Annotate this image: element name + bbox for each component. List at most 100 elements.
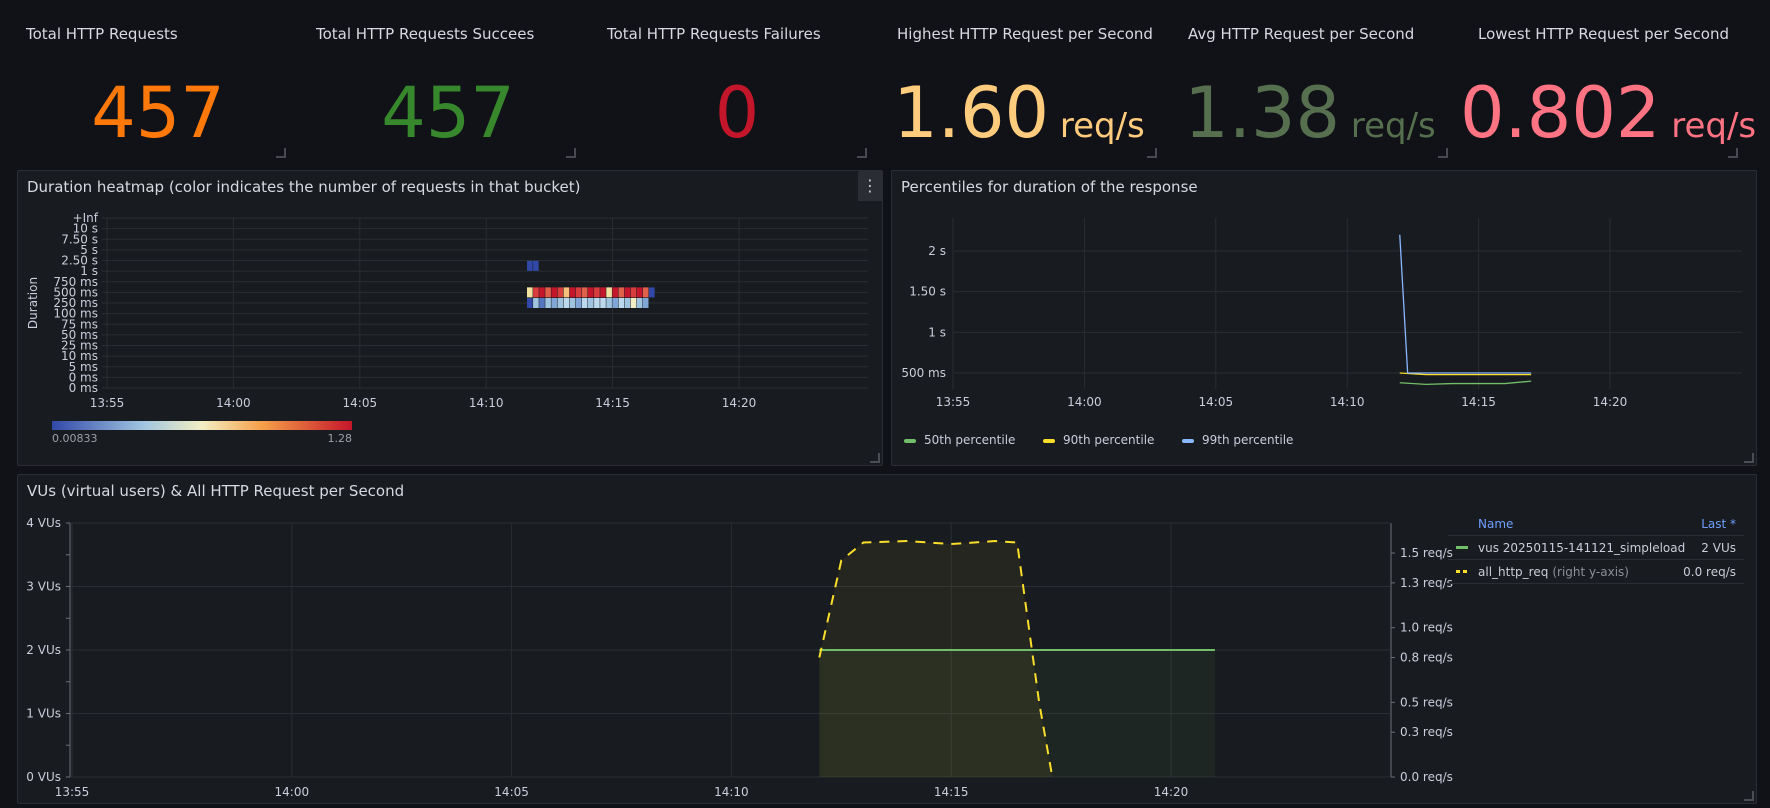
y-tick-label: 50 ms: [61, 328, 98, 342]
y-tick-label: 5 s: [80, 243, 98, 257]
x-tick-label: 14:10: [1330, 395, 1365, 409]
x-tick-label: 14:20: [1593, 395, 1628, 409]
y-tick-label: 10 ms: [61, 349, 98, 363]
resize-handle-icon[interactable]: [870, 453, 880, 463]
heatmap-cell: [606, 298, 612, 308]
heatmap-cell: [630, 287, 637, 298]
resize-handle-icon[interactable]: [1438, 148, 1448, 158]
stat-number: 0.802: [1460, 72, 1661, 154]
heatmap-cell: [557, 298, 564, 308]
heatmap-cell: [545, 287, 551, 298]
stat-title: Highest HTTP Request per Second: [897, 25, 1153, 43]
resize-handle-icon[interactable]: [1728, 148, 1738, 158]
y-tick-label: 5 ms: [69, 360, 98, 374]
y-tick-label: 0 ms: [69, 370, 98, 384]
stat-title: Total HTTP Requests: [26, 25, 178, 43]
legend-row[interactable]: vus 20250115-141121_simpleload 2 VUs: [1448, 536, 1744, 560]
y-right-tick-label: 0.3 req/s: [1400, 725, 1453, 739]
stat-title: Lowest HTTP Request per Second: [1478, 25, 1729, 43]
x-tick-label: 13:55: [55, 785, 90, 799]
legend-item[interactable]: 90th percentile: [1043, 433, 1154, 447]
legend-last-value: 2 VUs: [1701, 541, 1736, 555]
legend-swatch: [904, 438, 916, 443]
heatmap-cell: [618, 287, 625, 298]
legend-header: Name Last *: [1448, 512, 1744, 536]
heatmap-cell: [551, 298, 557, 308]
heatmap-cell: [612, 287, 618, 298]
stat-panel: Total HTTP Requests Succees 457: [298, 8, 578, 160]
y-tick-label: 500 ms: [901, 366, 946, 380]
stat-unit: req/s: [1340, 106, 1436, 146]
y-right-tick-label: 0.8 req/s: [1400, 651, 1453, 665]
stat-number: 0: [714, 72, 760, 154]
resize-handle-icon[interactable]: [1744, 453, 1754, 463]
panel-menu-icon[interactable]: ⋮: [858, 171, 882, 201]
y-axis-label: Duration: [26, 277, 40, 329]
resize-handle-icon[interactable]: [1147, 148, 1157, 158]
legend-label: 90th percentile: [1063, 433, 1155, 447]
y-tick-label: 1 VUs: [26, 707, 61, 721]
heatmap-cell: [642, 287, 649, 298]
x-tick-label: 14:10: [469, 396, 504, 410]
y-tick-label: 75 ms: [61, 317, 98, 331]
x-tick-label: 14:00: [275, 785, 310, 799]
heatmap-cell: [557, 287, 564, 298]
heatmap-cell: [581, 298, 588, 308]
y-tick-label: 3 VUs: [26, 580, 61, 594]
legend-item[interactable]: 99th percentile: [1182, 433, 1293, 447]
heatmap-cell: [594, 298, 600, 308]
y-right-tick-label: 0.5 req/s: [1400, 695, 1453, 709]
heatmap-cell: [533, 260, 539, 271]
y-tick-label: 2.50 s: [61, 254, 98, 268]
stat-title: Avg HTTP Request per Second: [1188, 25, 1415, 43]
x-tick-label: 14:20: [1154, 785, 1189, 799]
legend-item[interactable]: 50th percentile: [904, 433, 1015, 447]
resize-handle-icon[interactable]: [1744, 791, 1754, 801]
y-tick-label: 1 s: [80, 264, 98, 278]
stat-title: Total HTTP Requests Failures: [607, 25, 821, 43]
heatmap-cell: [630, 298, 637, 308]
heatmap-cell: [588, 298, 594, 308]
y-right-tick-label: 0.0 req/s: [1400, 770, 1453, 784]
legend-name: all_http_req (right y-axis): [1448, 560, 1629, 583]
resize-handle-icon[interactable]: [276, 148, 286, 158]
y-tick-label: 100 ms: [53, 307, 98, 321]
stat-panel: Lowest HTTP Request per Second 0.802 req/…: [1460, 8, 1756, 160]
legend-header-name[interactable]: Name: [1478, 517, 1514, 531]
legend-header-last[interactable]: Last *: [1701, 517, 1736, 531]
stat-title: Total HTTP Requests Succees: [316, 25, 535, 43]
heatmap-cell: [588, 287, 594, 298]
legend-swatch: [1456, 570, 1468, 573]
heatmap-cell: [551, 287, 557, 298]
stat-value: 457: [28, 68, 288, 158]
heatmap-cell: [594, 287, 600, 298]
y-tick-label: 1 s: [928, 325, 946, 339]
stat-number: 457: [91, 72, 225, 154]
heatmap-cell: [581, 287, 588, 298]
y-tick-label: 7.50 s: [61, 232, 98, 246]
legend-row[interactable]: all_http_req (right y-axis) 0.0 req/s: [1448, 560, 1744, 584]
heatmap-cell: [612, 298, 618, 308]
y-tick-label: +Inf: [73, 211, 99, 225]
x-tick-label: 14:05: [494, 785, 529, 799]
resize-handle-icon[interactable]: [857, 148, 867, 158]
y-tick-label: 4 VUs: [26, 516, 61, 530]
heatmap-cell: [642, 298, 649, 308]
heatmap-cell: [563, 298, 570, 308]
req-line: [818, 540, 1054, 778]
resize-handle-icon[interactable]: [566, 148, 576, 158]
heatmap-panel: Duration heatmap (color indicates the nu…: [17, 170, 883, 466]
heatmap-cell: [624, 287, 631, 298]
heatmap-cell: [563, 287, 570, 298]
heatmap-cell: [649, 287, 655, 298]
stat-value: 0: [605, 68, 869, 158]
x-tick-label: 14:05: [1199, 395, 1234, 409]
stat-panel: Avg HTTP Request per Second 1.38 req/s: [1170, 8, 1450, 160]
percentiles-title: Percentiles for duration of the response: [901, 178, 1198, 196]
heatmap-cell: [539, 298, 545, 308]
stat-value: 457: [318, 68, 578, 158]
heatmap-cell: [539, 287, 545, 298]
stat-panel: Highest HTTP Request per Second 1.60 req/…: [879, 8, 1159, 160]
req-area: [819, 541, 1053, 777]
heatmap-cell: [636, 298, 643, 308]
